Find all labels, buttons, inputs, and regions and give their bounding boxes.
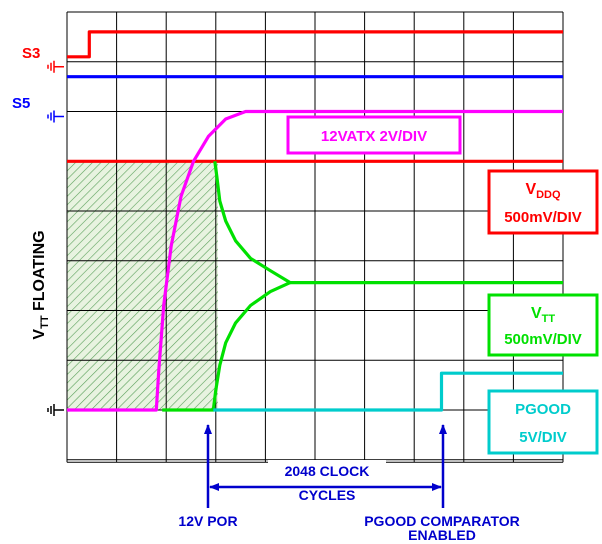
floating-region — [67, 160, 218, 410]
ground-marker-pgood — [47, 404, 64, 416]
pgood-label-box: PGOOD 5V/DIV — [487, 389, 599, 455]
annotation-arrows — [204, 424, 447, 508]
vtt-label-scale: 500mV/DIV — [504, 331, 582, 348]
ground-marker-s5 — [47, 110, 64, 123]
s5-label: S5 — [12, 95, 30, 112]
vtt-label-name: VTT — [531, 305, 555, 325]
interval-label-line1: 2048 CLOCK — [285, 463, 370, 479]
vddq-label-name: VDDQ — [525, 181, 561, 201]
trace-s3 — [67, 30, 563, 59]
v12-label-box: 12VATX 2V/DIV — [286, 115, 462, 155]
pgood-label-name: PGOOD — [515, 401, 571, 418]
vtt-label-box: VTT 500mV/DIV — [487, 293, 599, 357]
vddq-label-scale: 500mV/DIV — [504, 209, 582, 226]
trace-vtt-lower — [162, 281, 291, 412]
ground-markers — [47, 60, 64, 416]
pgood-comparator-label-line2: ENABLED — [408, 527, 476, 543]
s3-label: S3 — [22, 45, 40, 62]
trace-vtt-upper — [213, 161, 563, 285]
traces — [67, 30, 563, 412]
trace-pgood — [213, 371, 563, 412]
vddq-label-box: VDDQ 500mV/DIV — [487, 169, 599, 235]
ground-marker-s3 — [47, 60, 64, 73]
trace-v12 — [67, 109, 563, 412]
v12-label: 12VATX 2V/DIV — [321, 128, 427, 145]
por-label: 12V POR — [178, 513, 237, 529]
pgood-label-scale: 5V/DIV — [519, 429, 567, 446]
vtt-floating-label: VTT FLOATING — [31, 230, 51, 339]
pgood-comparator-label-line1: PGOOD COMPARATOR — [364, 513, 520, 529]
interval-label-line2: CYCLES — [299, 487, 356, 503]
